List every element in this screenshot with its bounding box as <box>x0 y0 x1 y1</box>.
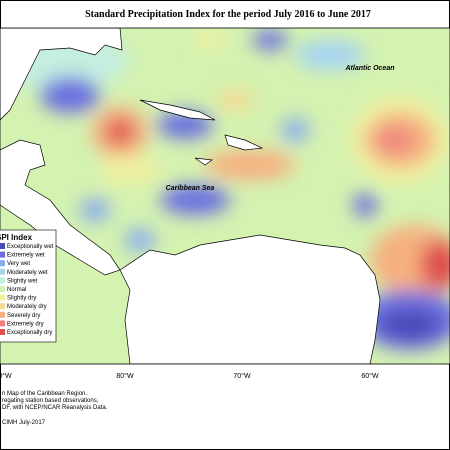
note: CIMH July-2017 <box>2 420 46 426</box>
legend-swatch <box>0 277 5 284</box>
note: n Map of the Caribbean Region. <box>2 391 87 397</box>
legend-label: Extremely wet <box>7 253 45 259</box>
notes: n Map of the Caribbean Region.regating s… <box>2 391 108 426</box>
legend-swatch <box>0 260 5 267</box>
note: DF, with NCEP/NCAR Reanalysis Data. <box>2 405 108 411</box>
longitude-label: 80°W <box>116 372 134 380</box>
longitude-label: 60°W <box>361 372 379 380</box>
note: regating station based observations, <box>2 398 99 404</box>
legend-swatch <box>0 320 5 327</box>
legend-swatch <box>0 243 5 249</box>
sea-label: Caribbean Sea <box>166 185 215 192</box>
legend-label: Very wet <box>7 261 30 267</box>
legend-swatch <box>0 268 5 275</box>
map-border <box>0 27 450 365</box>
legend-label: Exceptionally dry <box>7 330 52 336</box>
legend-label: Moderately wet <box>7 270 48 276</box>
legend-swatch <box>0 329 5 335</box>
legend-swatch <box>0 311 5 318</box>
legend-swatch <box>0 303 5 310</box>
longitude-label: 70°W <box>233 372 251 380</box>
legend-label: Slightly dry <box>7 296 36 302</box>
title: Standard Precipitation Index for the per… <box>85 9 371 20</box>
legend-swatch <box>0 286 5 292</box>
legend-swatch <box>0 251 5 258</box>
legend-label: Slightly wet <box>7 278 38 284</box>
longitude-labels: 0°W 80°W 70°W 60°W <box>0 372 379 380</box>
spi-field <box>0 28 450 364</box>
longitude-label: 0°W <box>0 372 12 380</box>
land <box>0 28 381 364</box>
legend-title: SPI Index <box>0 233 33 242</box>
legend-label: Exceptionally wet <box>7 244 54 250</box>
legend-label: Moderately dry <box>7 304 47 310</box>
legend-label: Extremely dry <box>7 321 44 327</box>
legend-swatch <box>0 294 5 301</box>
ocean-label: Atlantic Ocean <box>344 65 394 72</box>
legend: SPI Index Exceptionally wet Extremely wet… <box>0 229 57 343</box>
legend-label: Severely dry <box>7 313 40 319</box>
legend-label: Normal <box>7 287 26 293</box>
